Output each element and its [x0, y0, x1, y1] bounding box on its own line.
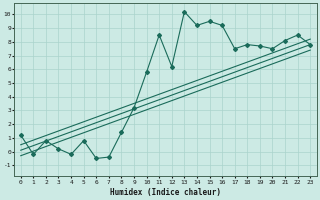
X-axis label: Humidex (Indice chaleur): Humidex (Indice chaleur) — [110, 188, 221, 197]
